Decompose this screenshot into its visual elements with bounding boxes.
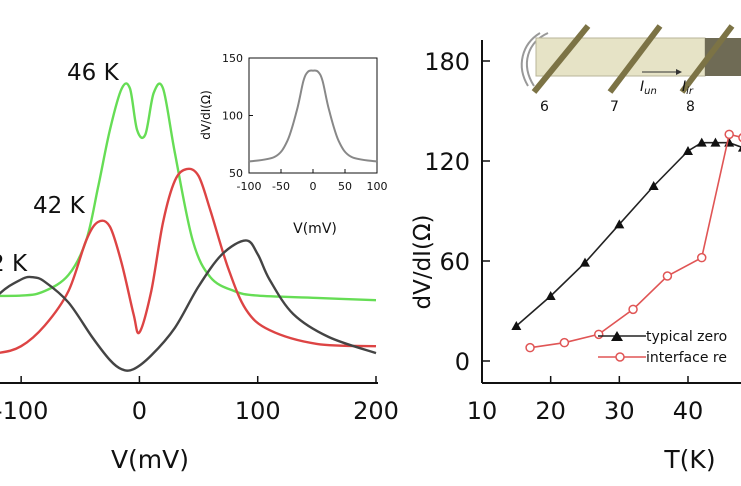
main-series-label-2k: 2 K [0,251,28,277]
right-data-point-circle [628,304,638,315]
inset-x-tick-label: -100 [237,180,262,193]
right-y-tick-label: 180 [424,48,470,76]
inset-ticks: -100 -50 0 50 100 50 100 150 [222,52,388,193]
right-data-point-circle [525,342,535,353]
main-series-line-0 [0,82,377,302]
main-x-tick-label: 0 [132,397,147,425]
right-data-point-circle [696,252,707,263]
main-ticks: -100 0 100 200 [0,376,399,425]
contact-lead-8 [679,24,735,94]
main-x-tick-label: 200 [353,397,399,425]
right-ticks: 10 20 30 40 0 60 120 180 [424,48,703,425]
current-label-ir: Iir [682,79,694,97]
main-lines [0,82,377,372]
right-data-point-triangle [648,181,659,190]
inset-x-tick-label: 50 [338,180,352,193]
right-data-point-triangle [545,291,556,300]
contact-label-8: 8 [686,99,695,115]
inset-x-tick-label: 0 [310,180,317,193]
right-data-point-circle [738,133,741,143]
right-x-tick-label: 30 [604,397,635,425]
right-series-line-1 [529,133,741,349]
inset-x-tick-label: -50 [272,180,290,193]
legend-label-interface: interface re [646,350,727,366]
legend-label-typical: typical zero [646,329,727,345]
main-series-line-1 [0,167,377,354]
contact-label-7: 7 [610,99,619,115]
right-y-label: dV/dI(Ω) [410,215,436,310]
legend-marker-circle [615,352,625,362]
right-data-point-triangle [511,321,522,330]
legend: typical zero interface re [598,329,727,366]
right-data-point-triangle [614,219,625,229]
main-plot: -100 0 100 200 V(mV) 46 K 42 K 2 K [0,60,399,474]
right-lines [511,129,741,353]
inset-y-label: dV/dI(Ω) [199,90,213,140]
main-x-tick-label: -100 [0,397,48,425]
device-schematic: 6 7 8 Iun Iir [520,24,741,115]
inset-x-label: V(mV) [293,221,337,237]
contact-lead-6 [531,24,591,94]
inset-plot: -100 -50 0 50 100 50 100 150 dV/dI(Ω) V(mV) [199,52,388,237]
main-series-label-46k: 46 K [67,60,120,86]
right-data-point-circle [593,329,604,340]
main-x-label: V(mV) [111,445,189,474]
right-data-point-circle [662,271,673,281]
right-data-point-circle [559,337,570,348]
right-y-tick-label: 60 [439,248,470,276]
current-label-un: Iun [640,79,657,97]
right-x-tick-label: 10 [467,397,498,425]
right-x-label: T(K) [663,445,715,474]
right-data-point-triangle [580,257,590,267]
right-x-tick-label: 20 [535,397,566,425]
right-data-point-triangle [737,146,741,152]
main-series-label-42k: 42 K [33,193,86,219]
right-y-tick-label: 120 [424,148,470,176]
inset-y-tick-label: 50 [229,167,243,180]
right-plot: 10 20 30 40 0 60 120 180 dV/dI(Ω) T(K) typical … [410,40,741,474]
current-arrowhead-un [676,69,682,75]
right-x-tick-label: 40 [673,397,704,425]
inset-frame [248,57,378,174]
legend-marker-triangle [611,331,623,341]
inset-x-tick-label: 100 [367,180,388,193]
inset-y-tick-label: 100 [222,110,243,123]
right-y-tick-label: 0 [455,348,470,376]
right-data-point-triangle [696,137,707,147]
inset-series-line [248,69,378,163]
contact-lead-7 [607,24,663,94]
right-data-point-triangle [683,146,693,155]
main-series-line-2 [0,239,377,372]
right-data-point-triangle [710,137,721,147]
right-series-line-0 [515,141,741,327]
contact-label-6: 6 [540,99,549,115]
inset-y-tick-label: 150 [222,52,243,65]
main-x-tick-label: 100 [235,397,281,425]
schematic-wire-left [520,32,549,87]
right-data-point-circle [724,129,734,140]
inset-lines [248,69,378,163]
